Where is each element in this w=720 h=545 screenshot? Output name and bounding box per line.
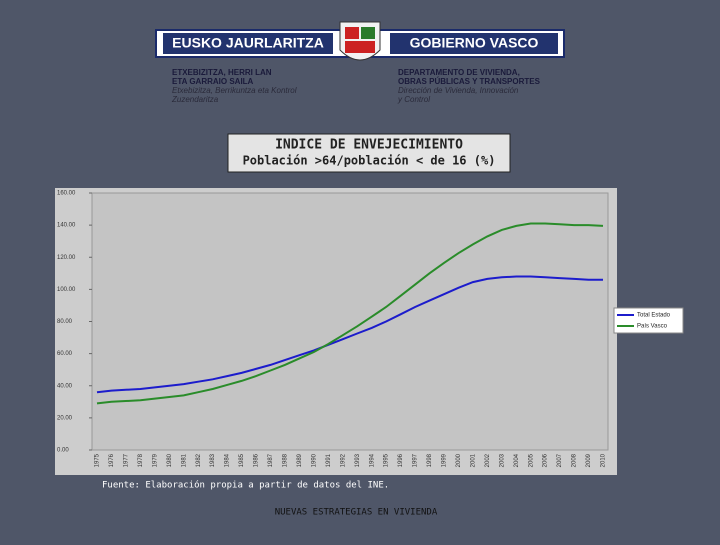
plot-area: [91, 192, 609, 451]
x-tick-label: 1994: [369, 453, 375, 467]
chart-subtitle: Población >64/población < de 16 (%): [243, 154, 496, 168]
x-tick-label: 1977: [123, 453, 129, 467]
x-tick-label: 1986: [254, 453, 260, 467]
logo-left-bg: [163, 33, 333, 54]
shield-part: [361, 27, 375, 39]
dept-left-sub: Zuzendaritza: [171, 95, 219, 104]
x-tick-label: 1990: [311, 453, 317, 467]
logo-left: EUSKO JAURLARITZA: [172, 35, 324, 51]
logo-right: GOBIERNO VASCO: [410, 35, 539, 51]
legend-label: Total Estado: [637, 313, 671, 319]
y-tick-label: 100.00: [57, 287, 76, 293]
x-tick-label: 2009: [586, 453, 592, 467]
x-tick-label: 2008: [572, 453, 578, 467]
y-tick-label: 0.00: [57, 448, 69, 454]
x-tick-label: 1984: [225, 453, 231, 467]
x-tick-label: 1982: [196, 453, 202, 467]
x-tick-label: 1985: [239, 453, 245, 467]
x-tick-label: 1979: [152, 453, 158, 467]
x-tick-label: 1995: [384, 453, 390, 467]
x-tick-label: 1989: [297, 453, 303, 467]
x-tick-label: 1980: [167, 453, 173, 467]
chart-title: INDICE DE ENVEJECIMIENTO: [275, 138, 463, 153]
y-tick-label: 20.00: [57, 415, 73, 421]
x-tick-label: 1987: [268, 453, 274, 467]
x-tick-label: 2002: [485, 453, 491, 467]
legend-box: [613, 307, 684, 334]
shield-part: [345, 41, 375, 53]
x-tick-label: 2006: [543, 453, 549, 467]
dept-left-sub: Etxebizitza, Berrikuntza eta Kontrol: [172, 86, 297, 95]
x-tick-label: 2005: [528, 453, 534, 467]
dept-left: ETA GARRAIO SAILA: [172, 77, 254, 86]
x-tick-label: 1998: [427, 453, 433, 467]
x-tick-label: 1993: [355, 453, 361, 467]
x-tick-label: 2004: [514, 453, 520, 467]
line-series: [96, 275, 603, 394]
legend-label: País Vasco: [637, 324, 668, 330]
dept-right: DEPARTAMENTO DE VIVIENDA,: [398, 68, 520, 77]
x-tick-label: 2001: [470, 453, 476, 467]
y-tick-label: 80.00: [57, 319, 73, 325]
x-tick-label: 1988: [283, 453, 289, 467]
y-tick-label: 140.00: [57, 223, 76, 229]
x-tick-label: 1996: [398, 453, 404, 467]
y-tick-label: 40.00: [57, 383, 73, 389]
x-tick-label: 1991: [326, 453, 332, 467]
x-tick-label: 2000: [456, 453, 462, 467]
x-tick-label: 2003: [499, 453, 505, 467]
x-tick-label: 1997: [413, 453, 419, 467]
x-tick-label: 1976: [109, 453, 115, 467]
x-tick-label: 1999: [442, 453, 448, 467]
chart: 0.00 20.00 40.00 60.00 80.00 100.00 120.00 140.…: [57, 191, 684, 467]
x-tick-label: 1975: [95, 453, 101, 467]
source: Fuente: Elaboración propia a partir de d…: [102, 480, 389, 491]
x-tick-label: 1983: [210, 453, 216, 467]
dept-left: ETXEBIZITZA, HERRI LAN: [172, 68, 272, 77]
x-tick-label: 1978: [138, 453, 144, 467]
y-tick-label: 160.00: [57, 191, 76, 197]
shield-part: [345, 27, 359, 39]
title-box: [227, 133, 511, 173]
x-tick-label: 2007: [557, 453, 563, 467]
y-tick-label: 120.00: [57, 255, 76, 261]
footer: NUEVAS ESTRATEGIAS EN VIVIENDA: [275, 508, 438, 518]
x-tick-label: 1992: [340, 453, 346, 467]
line-series: [96, 222, 604, 405]
x-tick-label: 2010: [601, 453, 607, 467]
y-tick-label: 60.00: [57, 351, 73, 357]
logo-right-bg: [390, 33, 558, 54]
x-tick-label: 1981: [181, 453, 187, 467]
dept-right-sub: y Control: [397, 95, 430, 104]
dept-right: OBRAS PÚBLICAS Y TRANSPORTES: [398, 77, 541, 86]
dept-right-sub: Dirección de Vivienda, Innovación: [398, 86, 519, 95]
